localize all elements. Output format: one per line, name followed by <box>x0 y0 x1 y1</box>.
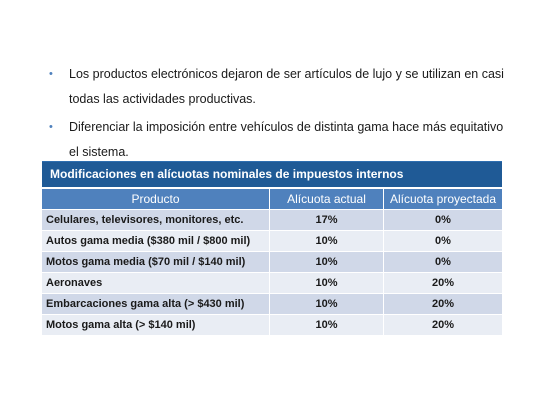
product-cell: Motos gama media ($70 mil / $140 mil) <box>42 251 270 272</box>
projected-rate-cell: 0% <box>384 209 502 230</box>
projected-rate-cell: 0% <box>384 251 502 272</box>
current-rate-cell: 10% <box>270 272 384 293</box>
projected-rate-cell: 20% <box>384 293 502 314</box>
bullet-marker: • <box>49 68 53 80</box>
table-row: Motos gama media ($70 mil / $140 mil) 10… <box>42 251 502 272</box>
bullet-line: Los productos electrónicos dejaron de se… <box>69 67 504 81</box>
bullet-line: el sistema. <box>69 145 129 159</box>
projected-rate-cell: 0% <box>384 230 502 251</box>
table-header-row: Producto Alícuota actual Alícuota proyec… <box>42 187 502 209</box>
current-rate-cell: 10% <box>270 314 384 335</box>
column-header-producto: Producto <box>42 187 270 209</box>
column-header-alicuota-actual: Alícuota actual <box>270 187 384 209</box>
bullet-line: todas las actividades productivas. <box>69 92 256 106</box>
current-rate-cell: 17% <box>270 209 384 230</box>
table-row: Motos gama alta (> $140 mil) 10% 20% <box>42 314 502 335</box>
table-row: Celulares, televisores, monitores, etc. … <box>42 209 502 230</box>
tax-rates-table: Producto Alícuota actual Alícuota proyec… <box>42 187 502 335</box>
table-row: Autos gama media ($380 mil / $800 mil) 1… <box>42 230 502 251</box>
column-header-alicuota-proyectada: Alícuota proyectada <box>384 187 502 209</box>
current-rate-cell: 10% <box>270 251 384 272</box>
bullet-list: • Los productos electrónicos dejaron de … <box>47 62 507 168</box>
bullet-item: • Los productos electrónicos dejaron de … <box>47 62 507 112</box>
projected-rate-cell: 20% <box>384 272 502 293</box>
projected-rate-cell: 20% <box>384 314 502 335</box>
product-cell: Motos gama alta (> $140 mil) <box>42 314 270 335</box>
product-cell: Celulares, televisores, monitores, etc. <box>42 209 270 230</box>
current-rate-cell: 10% <box>270 293 384 314</box>
table-row: Embarcaciones gama alta (> $430 mil) 10%… <box>42 293 502 314</box>
current-rate-cell: 10% <box>270 230 384 251</box>
product-cell: Autos gama media ($380 mil / $800 mil) <box>42 230 270 251</box>
table-row: Aeronaves 10% 20% <box>42 272 502 293</box>
tax-table-container: Modificaciones en alícuotas nominales de… <box>42 161 502 335</box>
bullet-item: • Diferenciar la imposición entre vehícu… <box>47 115 507 165</box>
table-caption: Modificaciones en alícuotas nominales de… <box>42 161 502 187</box>
product-cell: Embarcaciones gama alta (> $430 mil) <box>42 293 270 314</box>
product-cell: Aeronaves <box>42 272 270 293</box>
bullet-line: Diferenciar la imposición entre vehículo… <box>69 120 504 134</box>
bullet-marker: • <box>49 121 53 133</box>
